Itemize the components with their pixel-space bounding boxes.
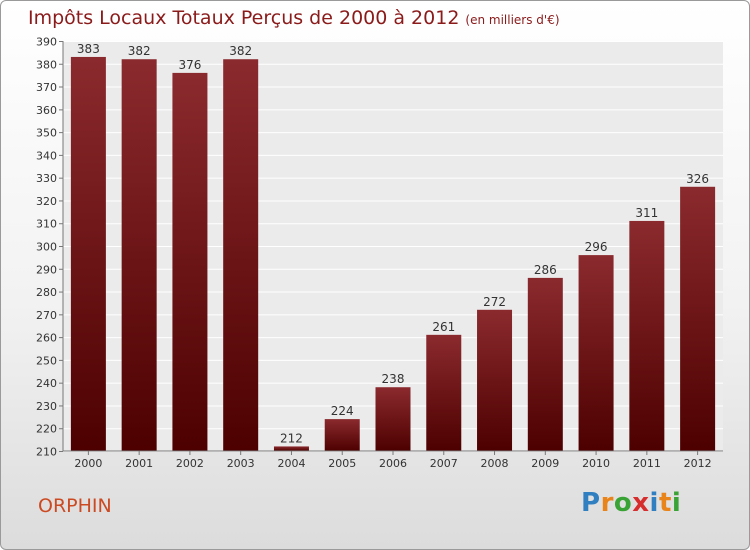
y-tick-label: 350	[36, 127, 57, 140]
x-tick-label: 2012	[684, 457, 712, 470]
data-label-2001: 382	[128, 44, 151, 58]
data-label-2006: 238	[382, 372, 405, 386]
x-tick-label: 2011	[633, 457, 661, 470]
data-label-2002: 376	[178, 58, 201, 72]
x-tick-label: 2000	[74, 457, 102, 470]
y-tick-label: 270	[36, 309, 57, 322]
x-tick-label: 2001	[125, 457, 153, 470]
logo-letter: x	[632, 488, 650, 518]
y-tick-label: 250	[36, 354, 57, 367]
data-label-2005: 224	[331, 404, 354, 418]
bar-2002	[172, 72, 208, 451]
y-tick-label: 290	[36, 263, 57, 276]
y-tick-label: 310	[36, 218, 57, 231]
data-label-2000: 383	[77, 42, 100, 56]
chart-title: Impôts Locaux Totaux Perçus de 2000 à 20…	[28, 7, 560, 29]
y-tick-label: 390	[36, 36, 57, 49]
data-label-2010: 296	[585, 240, 608, 254]
x-tick-label: 2007	[430, 457, 458, 470]
data-label-2012: 326	[686, 172, 709, 186]
bar-2007	[426, 334, 462, 451]
x-tick-label: 2008	[481, 457, 509, 470]
bar-2003	[223, 59, 259, 451]
logo-letter: i	[649, 488, 659, 518]
x-tick-label: 2004	[277, 457, 305, 470]
proxiti-logo: Proxiti	[581, 488, 681, 518]
place-name: ORPHIN	[38, 495, 112, 517]
data-label-2009: 286	[534, 263, 557, 277]
logo-letter: i	[671, 488, 682, 518]
y-tick-label: 240	[36, 377, 57, 390]
y-tick-label: 260	[36, 332, 57, 345]
bar-2008	[477, 309, 513, 451]
y-tick-label: 320	[36, 195, 57, 208]
x-tick-label: 2003	[227, 457, 255, 470]
bar-2004	[273, 446, 309, 451]
x-tick-label: 2002	[176, 457, 204, 470]
y-tick-label: 230	[36, 400, 57, 413]
y-tick-label: 210	[36, 446, 57, 459]
bar-2009	[527, 277, 563, 451]
y-tick-label: 380	[36, 58, 57, 71]
bar-2005	[324, 419, 360, 451]
x-tick-label: 2010	[582, 457, 610, 470]
data-label-2007: 261	[432, 320, 455, 334]
logo-letter: P	[581, 488, 601, 518]
logo-letter: t	[658, 488, 672, 518]
data-label-2011: 311	[635, 206, 658, 220]
y-tick-label: 370	[36, 81, 57, 94]
x-tick-label: 2005	[328, 457, 356, 470]
logo-letter: r	[600, 488, 614, 518]
y-tick-label: 220	[36, 423, 57, 436]
y-tick-label: 340	[36, 149, 57, 162]
y-tick-label: 300	[36, 241, 57, 254]
y-tick-label: 330	[36, 172, 57, 185]
bar-2000	[70, 56, 106, 451]
chart-subtitle: (en milliers d'€)	[465, 13, 560, 27]
bar-2010	[578, 255, 614, 451]
data-label-2004: 212	[280, 431, 303, 445]
y-tick-label: 280	[36, 286, 57, 299]
bar-2011	[629, 220, 665, 451]
x-tick-label: 2009	[531, 457, 559, 470]
data-label-2003: 382	[229, 44, 252, 58]
y-tick-label: 360	[36, 104, 57, 117]
chart-title-text: Impôts Locaux Totaux Perçus de 2000 à 20…	[28, 7, 460, 29]
data-label-2008: 272	[483, 295, 506, 309]
bar-2012	[680, 186, 716, 451]
x-tick-label: 2006	[379, 457, 407, 470]
bar-2001	[121, 59, 157, 451]
bar-2006	[375, 387, 411, 451]
logo-letter: o	[613, 488, 633, 518]
